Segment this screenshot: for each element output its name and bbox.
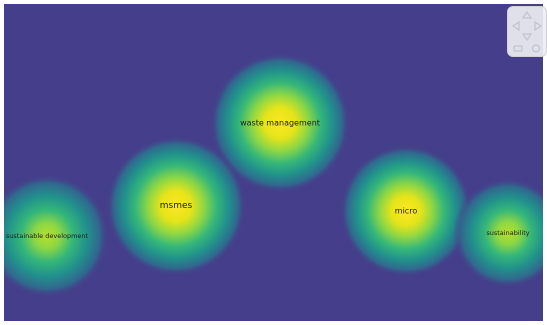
navigation-control[interactable] (507, 6, 547, 57)
term-label[interactable]: waste management (240, 118, 320, 128)
term-label[interactable]: sustainability (486, 229, 530, 237)
pan-down-icon[interactable] (521, 33, 533, 42)
density-blob (210, 53, 350, 193)
density-blob (340, 145, 472, 277)
pan-right-icon[interactable] (534, 20, 543, 32)
pan-left-icon[interactable] (511, 20, 520, 32)
density-blob (106, 136, 246, 276)
density-map-canvas (4, 4, 543, 321)
term-label[interactable]: sustainable development (5, 232, 89, 240)
zoom-out-icon[interactable] (513, 45, 523, 52)
pan-up-icon[interactable] (521, 10, 533, 19)
density-blob (4, 174, 109, 298)
term-label[interactable]: msmes (159, 201, 193, 211)
zoom-in-icon[interactable] (531, 44, 541, 53)
density-map[interactable]: waste management msmes micro sustainable de… (4, 4, 543, 321)
term-label[interactable]: micro (394, 206, 418, 216)
density-blob (453, 178, 543, 288)
